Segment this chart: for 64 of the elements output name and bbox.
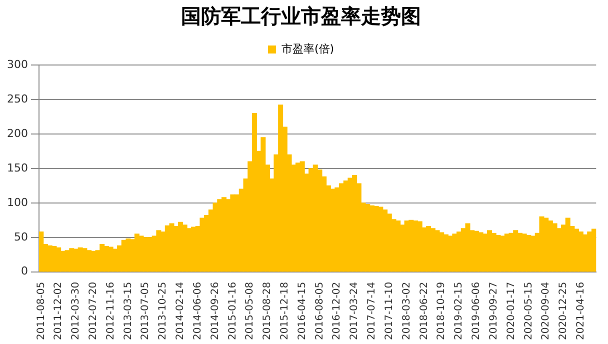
bar (513, 230, 518, 272)
chart-title: 国防军工行业市盈率走势图 (181, 5, 421, 28)
x-tick-label: 2018-10-19 (436, 282, 448, 340)
x-tick-label: 2014-06-06 (192, 282, 204, 340)
bar (52, 246, 57, 272)
x-tick-label: 2018-06-22 (418, 282, 430, 340)
x-tick-label: 2011-12-02 (53, 282, 64, 340)
x-tick-label: 2013-03-15 (122, 282, 134, 340)
bar (186, 228, 192, 272)
x-tick-label: 2016-04-15 (296, 282, 308, 340)
x-tick-label: 2015-12-18 (280, 282, 291, 340)
x-tick-label: 2013-10-25 (158, 282, 169, 340)
legend-label: 市盈率(倍) (281, 42, 334, 56)
x-tick-label: 2021-04-16 (575, 282, 586, 340)
bar (221, 197, 226, 272)
y-tick-label: 150 (6, 161, 28, 174)
bar (100, 244, 105, 272)
x-tick-label: 2017-03-24 (349, 282, 360, 340)
x-tick-label: 2019-09-27 (488, 282, 500, 340)
bar (482, 234, 488, 272)
x-tick-label: 2016-12-02 (332, 282, 343, 340)
bar (365, 204, 370, 272)
x-tick-label: 2017-11-10 (384, 282, 395, 340)
bar (217, 199, 222, 272)
bar (486, 230, 492, 272)
bar (69, 248, 74, 272)
x-tick-label: 2016-08-05 (314, 282, 326, 340)
y-tick-label: 250 (6, 92, 28, 106)
x-tick-label: 2013-07-05 (140, 282, 152, 340)
x-tick-label: 2020-05-15 (523, 282, 534, 340)
x-tick-label: 2012-07-20 (88, 282, 99, 340)
x-tick-label: 2019-06-06 (471, 282, 482, 340)
x-tick-label: 2015-05-08 (244, 282, 256, 340)
x-tick-label: 2014-09-26 (210, 282, 221, 340)
bar (400, 224, 405, 272)
x-tick-label: 2018-03-02 (401, 282, 412, 340)
bar (156, 230, 162, 272)
y-tick-label: 300 (6, 58, 28, 71)
bar (378, 206, 384, 272)
x-tick-label: 2020-12-25 (558, 282, 570, 340)
bar (452, 234, 458, 272)
x-tick-label: 2017-07-14 (366, 282, 378, 340)
bar (260, 137, 266, 272)
x-tick-label: 2020-09-04 (540, 282, 552, 340)
y-tick-label: 50 (14, 230, 28, 244)
x-tick-label: 2014-02-14 (175, 282, 186, 340)
bar (169, 223, 174, 272)
x-tick-label: 2019-02-15 (454, 282, 465, 340)
bar (539, 216, 544, 272)
bar (465, 223, 470, 272)
bar (591, 228, 596, 272)
x-tick-label: 2020-01-17 (506, 282, 517, 340)
x-tick-label: 2012-11-16 (105, 282, 116, 340)
bar (439, 232, 444, 272)
x-tick-label: 2015-08-28 (262, 282, 274, 340)
y-tick-label: 200 (6, 126, 28, 140)
y-tick-label: 0 (20, 264, 28, 278)
bar (252, 112, 257, 272)
x-tick-label: 2012-03-30 (70, 282, 82, 340)
x-tick-label: 2011-08-05 (36, 282, 47, 340)
y-tick-label: 100 (6, 196, 28, 209)
bar (504, 234, 510, 272)
bar (82, 248, 88, 272)
x-tick-label: 2015-01-16 (227, 282, 238, 340)
